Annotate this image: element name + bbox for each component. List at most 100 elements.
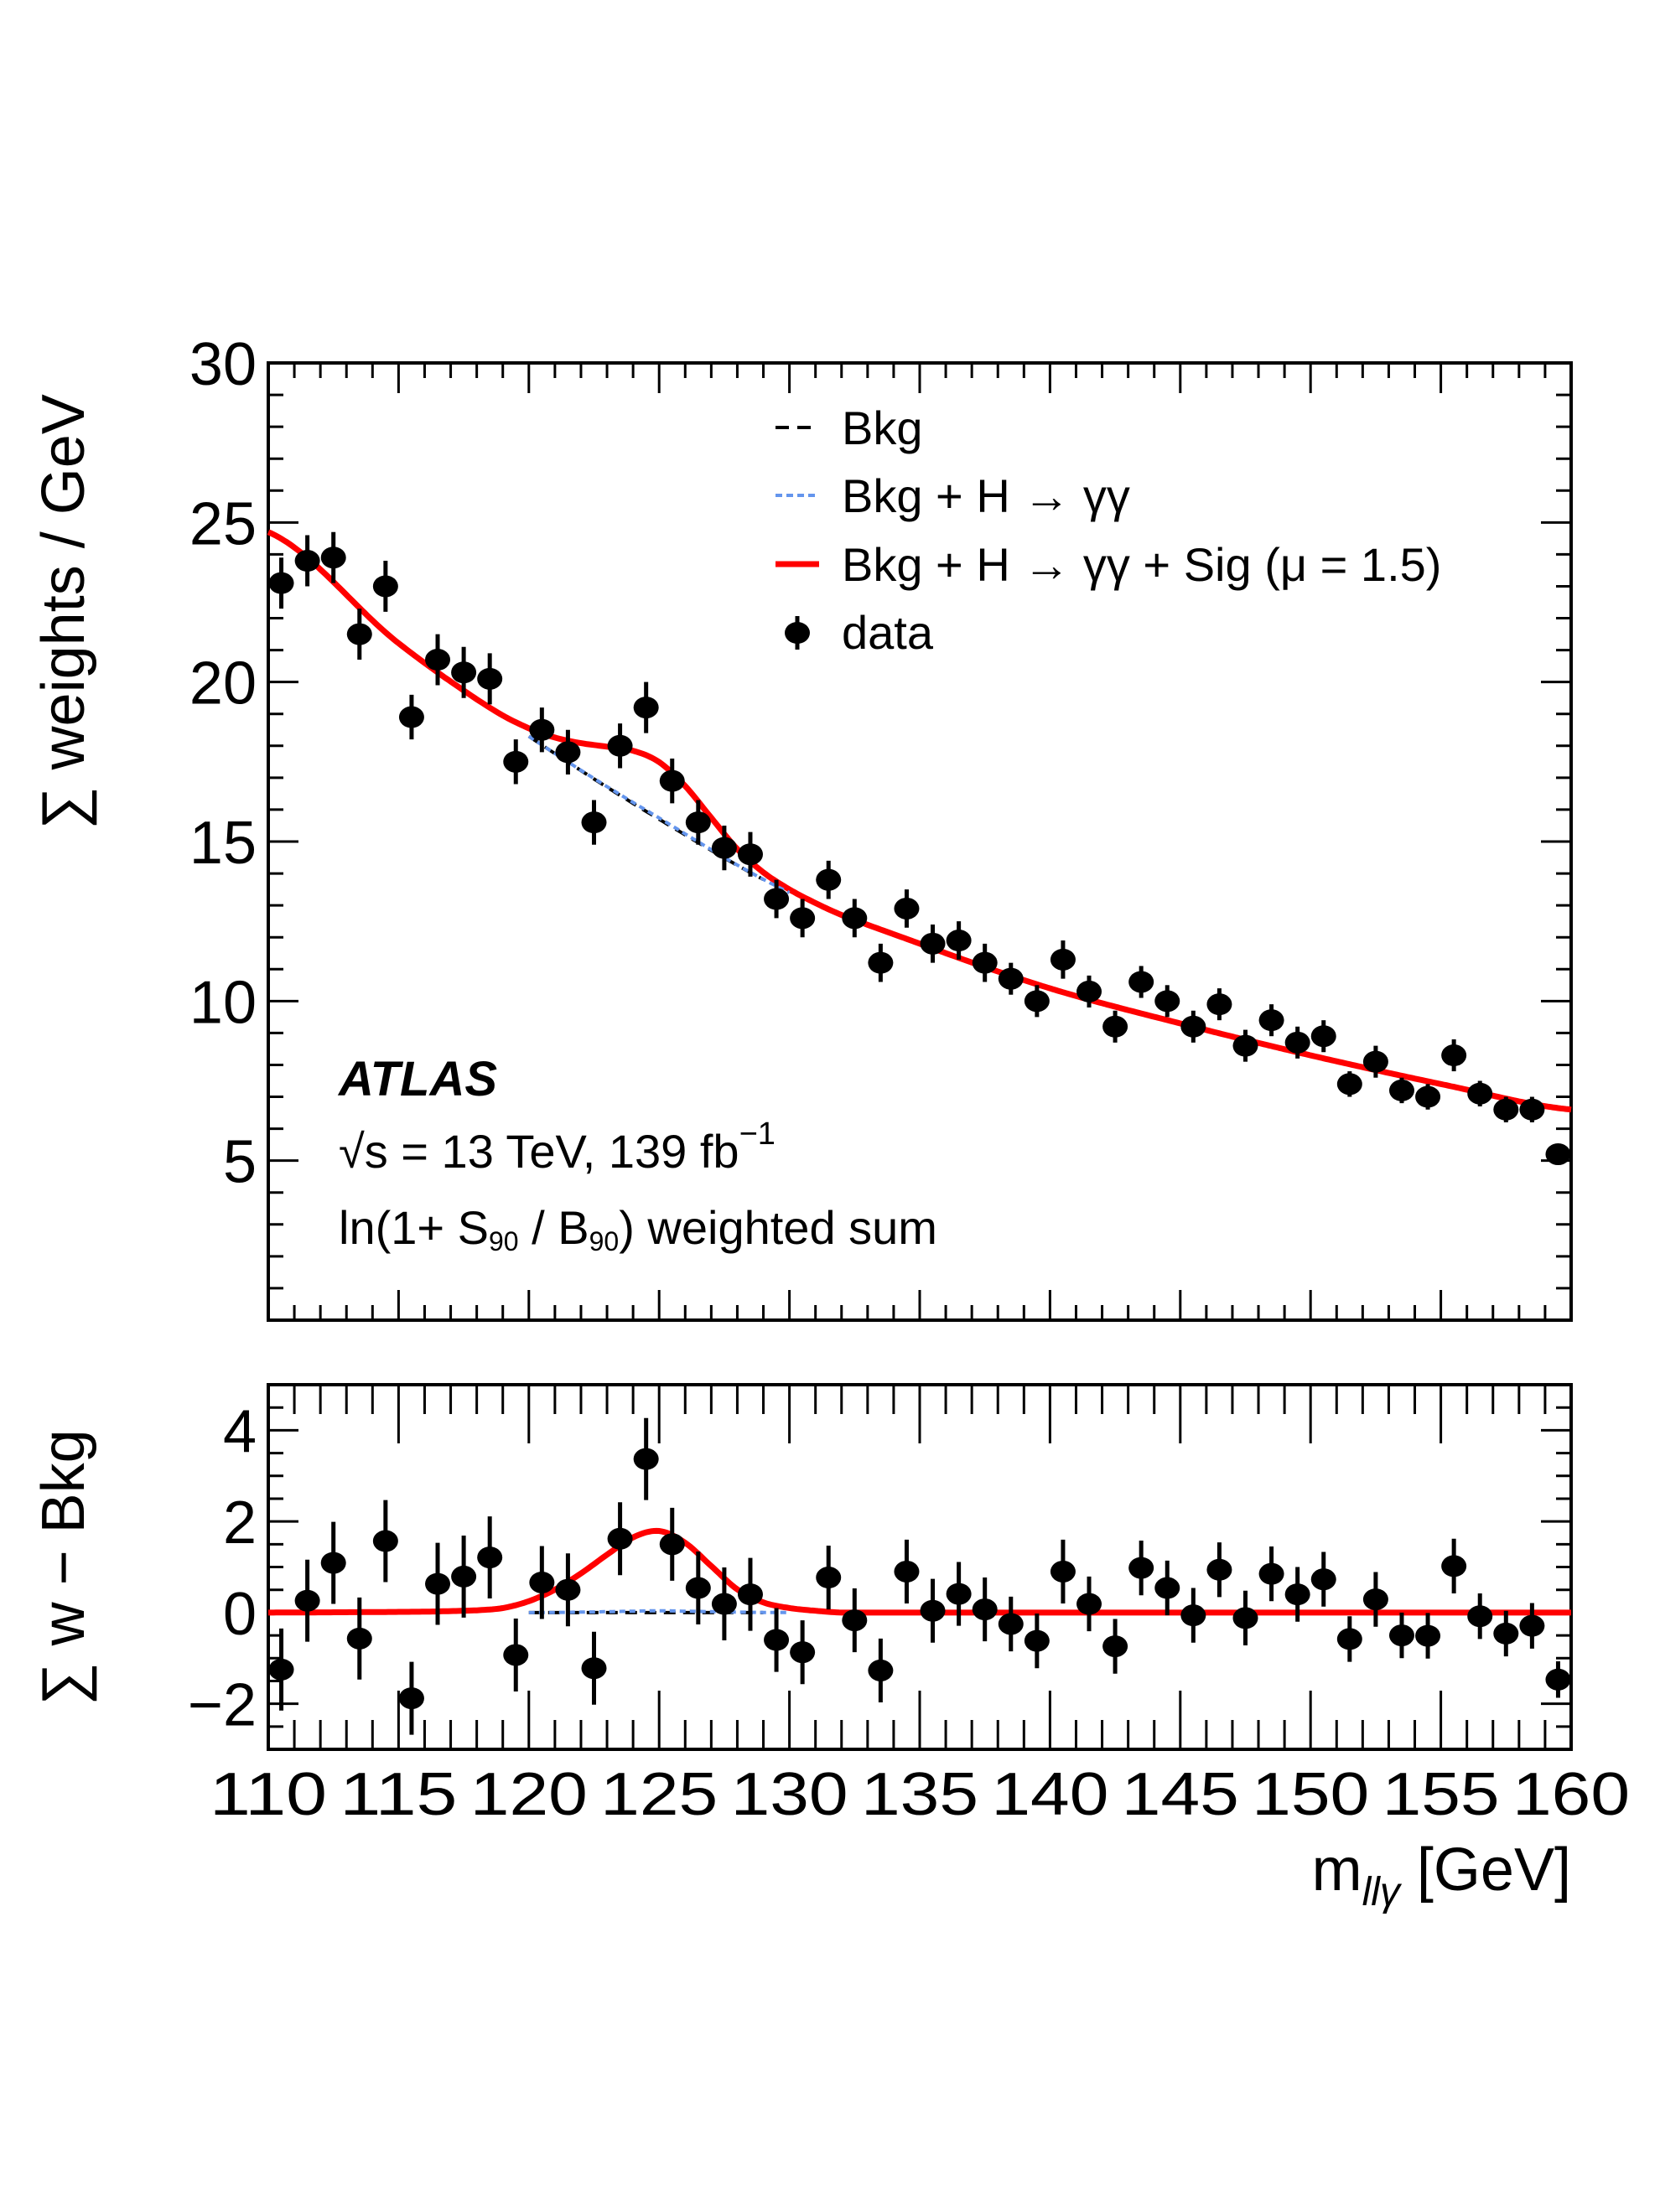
x-tick-label: 120 <box>470 1761 588 1828</box>
main-data-point <box>1232 1034 1258 1057</box>
x-tick-label: 155 <box>1382 1761 1500 1828</box>
residual-data-point <box>1336 1628 1362 1650</box>
main-data-point <box>268 572 294 594</box>
main-data-point <box>1362 1050 1388 1073</box>
weighting-label: ln(1+ S90 / B90) weighted sum <box>339 1201 937 1256</box>
residual-data-point <box>555 1578 581 1601</box>
main-data-point <box>1415 1085 1441 1108</box>
legend-bkg-hgg-label: Bkg + H → γγ <box>842 469 1130 522</box>
residual-data-point <box>1493 1622 1519 1645</box>
x-tick-label: 160 <box>1512 1761 1630 1828</box>
residual-data-point <box>346 1627 372 1650</box>
energy-lumi-label: √s = 13 TeV, 139 fb−1 <box>339 1116 776 1178</box>
main-data-point <box>1102 1015 1128 1038</box>
residual-y-tick-label: 4 <box>223 1398 257 1465</box>
residual-data-point <box>1154 1577 1180 1599</box>
residual-data-point <box>868 1659 894 1681</box>
residual-data-point <box>1102 1635 1128 1658</box>
main-data-point <box>1258 1009 1284 1032</box>
main-panel: 5 10 15 20 25 30 <box>189 331 1573 1322</box>
residual-data-point <box>372 1530 398 1552</box>
x-tick-label: 150 <box>1252 1761 1369 1828</box>
main-data-point <box>711 837 737 859</box>
main-data-point <box>1336 1073 1362 1096</box>
residual-data-point <box>1467 1605 1493 1628</box>
x-tick-label: 140 <box>991 1761 1108 1828</box>
residual-data-point <box>737 1583 763 1606</box>
residual-y-axis-title: ∑ w − Bkg <box>30 1429 97 1705</box>
residual-data-point <box>1441 1555 1467 1577</box>
main-data-point <box>1128 971 1154 993</box>
main-data-point <box>398 706 424 728</box>
residual-data-point <box>790 1641 816 1664</box>
residual-data-point <box>425 1572 451 1595</box>
residual-data-point <box>1180 1604 1206 1627</box>
main-data-point <box>659 769 685 792</box>
main-data-point <box>581 811 607 834</box>
legend-total-label: Bkg + H → γγ + Sig (μ = 1.5) <box>842 538 1441 591</box>
residual-data-point <box>398 1687 424 1710</box>
main-data-point <box>555 741 581 764</box>
main-data-point <box>737 843 763 866</box>
residual-data-point <box>1206 1558 1232 1581</box>
residual-data-point <box>1388 1624 1414 1647</box>
residual-data-point <box>1519 1614 1545 1637</box>
weighting-sub2: 90 <box>589 1226 620 1256</box>
main-data-point <box>294 550 320 572</box>
residual-data-point <box>529 1571 555 1593</box>
residual-data-point <box>711 1593 737 1615</box>
x-tick-label: 145 <box>1122 1761 1239 1828</box>
x-tick-label: 125 <box>600 1761 718 1828</box>
energy-lumi-text: √s = 13 TeV, 139 fb <box>339 1125 739 1178</box>
main-data-point <box>320 547 346 569</box>
residual-data-point <box>477 1546 503 1569</box>
annotations: ATLAS √s = 13 TeV, 139 fb−1 ln(1+ S90 / … <box>337 1052 937 1256</box>
residual-data-point <box>1024 1629 1050 1652</box>
main-y-tick-label: 25 <box>189 490 257 557</box>
x-axis-title-unit: [GeV] <box>1400 1836 1571 1904</box>
residual-panel: −2 0 2 4 110 115 120 125 130 135 140 145 150 155 160 <box>188 1383 1630 1828</box>
x-axis-title-sub: llγ <box>1362 1870 1403 1914</box>
main-data-point <box>1050 948 1076 971</box>
residual-data-point <box>1258 1562 1284 1585</box>
residual-data-point <box>1232 1607 1258 1629</box>
main-total-fit-curve <box>267 529 1572 1113</box>
main-data-point <box>633 697 659 719</box>
residual-data-point <box>503 1644 529 1666</box>
main-data-point <box>1545 1143 1571 1166</box>
residual-data-point <box>816 1567 842 1589</box>
main-data-point <box>685 811 711 834</box>
residual-data-point <box>764 1629 790 1651</box>
residual-y-tick-label: 0 <box>223 1581 257 1648</box>
residual-total-fit-curve <box>268 1527 1571 1616</box>
residual-data-point <box>607 1527 633 1550</box>
x-tick-label: 130 <box>731 1761 848 1828</box>
residual-data-point <box>1076 1593 1102 1615</box>
main-data-point <box>842 907 868 930</box>
main-data-point <box>372 575 398 598</box>
residual-data-point <box>1050 1560 1076 1583</box>
residual-data-point <box>998 1613 1024 1635</box>
main-data-point <box>868 951 894 974</box>
main-data-point <box>477 667 503 690</box>
main-y-tick-label: 15 <box>189 810 257 877</box>
main-data-point <box>425 649 451 671</box>
residual-data-point <box>659 1533 685 1556</box>
residual-data-point <box>946 1583 972 1605</box>
residual-data-point <box>920 1599 946 1622</box>
residual-data-point <box>842 1609 868 1632</box>
residual-data-point <box>581 1657 607 1680</box>
main-data-point <box>1024 990 1050 1013</box>
weighting-sub1: 90 <box>489 1226 519 1256</box>
main-data-point <box>451 661 477 684</box>
residual-data-point <box>685 1577 711 1599</box>
main-data-point <box>1310 1025 1336 1048</box>
residual-data-point <box>1310 1568 1336 1591</box>
lumi-exponent: −1 <box>739 1116 776 1152</box>
legend-data-marker <box>785 622 810 644</box>
main-data-point <box>894 897 920 920</box>
main-data-point <box>998 967 1024 990</box>
residual-data-point <box>1545 1668 1571 1691</box>
main-data-point <box>607 734 633 757</box>
